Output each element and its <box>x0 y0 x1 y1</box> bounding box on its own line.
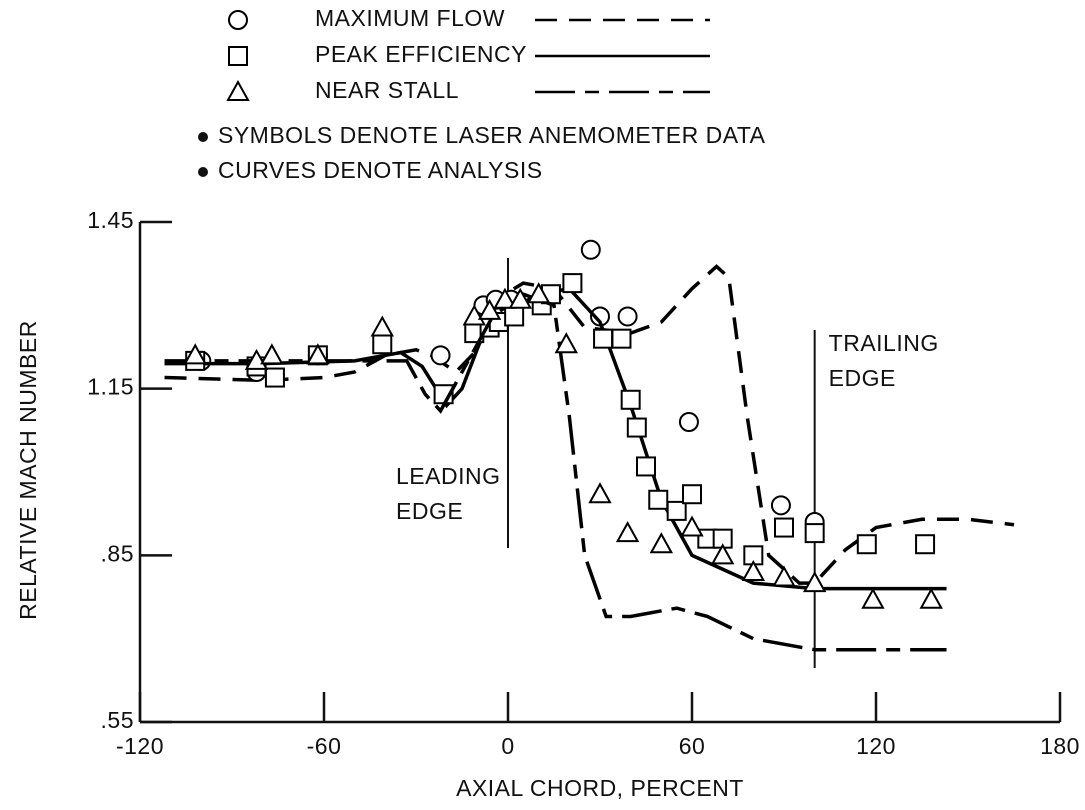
legend-marker <box>226 79 250 101</box>
point <box>611 328 632 349</box>
x-tick-label: -60 <box>307 733 342 759</box>
point <box>919 587 943 609</box>
point <box>554 332 578 354</box>
legend-label: PEAK EFFICIENCY <box>315 41 527 67</box>
point <box>504 306 525 327</box>
x-tick-label: 180 <box>1040 733 1080 759</box>
legend-label: NEAR STALL <box>315 77 459 103</box>
y-tick-label: .85 <box>101 540 134 566</box>
point <box>306 343 330 365</box>
point <box>526 282 551 304</box>
point <box>678 412 699 432</box>
x-tick-label: -120 <box>116 733 164 759</box>
annotation: EDGE <box>396 498 463 524</box>
point <box>580 239 601 260</box>
point <box>372 334 393 355</box>
x-axis-label: AXIAL CHORD, PERCENT <box>456 775 744 801</box>
point <box>666 500 687 521</box>
point <box>370 315 394 337</box>
point <box>620 389 641 410</box>
point <box>615 521 640 543</box>
annotation: EDGE <box>829 365 896 391</box>
note: SYMBOLS DENOTE LASER ANEMOMETER DATA <box>218 122 766 148</box>
y-tick-label: 1.45 <box>87 207 134 233</box>
point <box>682 484 702 505</box>
y-tick-label: .55 <box>101 707 134 733</box>
point <box>562 273 583 294</box>
point <box>493 287 517 309</box>
point <box>915 534 936 555</box>
x-tick-label: 60 <box>679 733 706 759</box>
point <box>802 571 827 593</box>
legend-marker <box>228 46 248 66</box>
point <box>680 515 704 537</box>
annotation: LEADING <box>396 463 500 489</box>
point <box>649 532 674 554</box>
point <box>770 495 791 516</box>
legend-marker <box>228 10 248 30</box>
point <box>430 345 451 366</box>
x-tick-label: 120 <box>856 733 896 759</box>
point <box>264 367 285 388</box>
point <box>804 523 825 544</box>
point <box>772 565 796 587</box>
point <box>462 304 486 326</box>
point <box>741 559 766 581</box>
y-axis-label: RELATIVE MACH NUMBER <box>15 320 41 620</box>
point <box>244 348 269 370</box>
annotation: TRAILING <box>829 330 939 356</box>
bullet <box>198 132 208 142</box>
point <box>710 543 735 565</box>
x-tick-label: 0 <box>501 733 514 759</box>
note: CURVES DENOTE ANALYSIS <box>218 157 543 183</box>
point <box>477 298 502 320</box>
analysis-curve <box>164 264 1015 585</box>
analysis-curve <box>164 292 947 652</box>
bullet <box>198 167 208 177</box>
point <box>626 417 647 438</box>
point <box>648 489 669 510</box>
point <box>856 534 877 555</box>
point <box>774 517 794 538</box>
point <box>636 456 656 477</box>
point <box>593 328 614 349</box>
point <box>588 482 612 504</box>
point <box>508 287 532 309</box>
point <box>183 343 207 365</box>
point <box>861 587 885 609</box>
point <box>260 343 284 365</box>
legend-label: MAXIMUM FLOW <box>315 5 505 31</box>
y-tick-label: 1.15 <box>87 374 134 400</box>
point <box>617 306 638 327</box>
